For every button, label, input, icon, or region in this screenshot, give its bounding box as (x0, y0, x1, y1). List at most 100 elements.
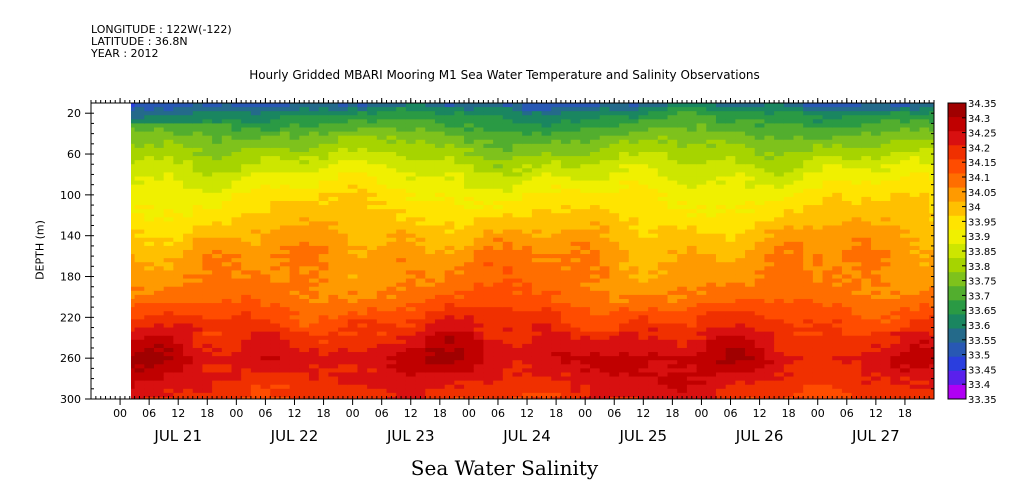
heatmap-cell (580, 168, 591, 173)
heatmap-cell (318, 368, 329, 374)
heatmap-cell (221, 119, 233, 125)
heatmap-cell (309, 127, 320, 133)
heatmap-cell (405, 127, 417, 133)
heatmap-cell (464, 119, 475, 125)
heatmap-cell (299, 356, 310, 361)
heatmap-cell (183, 388, 194, 394)
heatmap-cell (609, 262, 620, 267)
heatmap-cell (309, 298, 320, 304)
heatmap-cell (735, 111, 746, 116)
heatmap-cell (131, 188, 136, 194)
heatmap-cell (173, 331, 184, 337)
heatmap-cell (677, 237, 688, 243)
heatmap-cell (289, 315, 300, 320)
heatmap-cell (628, 127, 640, 133)
heatmap-cell (338, 298, 349, 304)
heatmap-cell (522, 335, 533, 341)
heatmap-cell (318, 274, 329, 280)
heatmap-cell (735, 307, 746, 312)
heatmap-cell (706, 164, 717, 169)
heatmap-cell (328, 298, 339, 304)
heatmap-cell (609, 258, 620, 263)
heatmap-cell (163, 229, 174, 235)
heatmap-cell (386, 123, 397, 129)
heatmap-cell (357, 282, 368, 288)
heatmap-cell (270, 392, 281, 398)
heatmap-cell (706, 327, 717, 333)
heatmap-cell (570, 229, 581, 235)
heatmap-cell (590, 151, 601, 157)
heatmap-cell (735, 143, 746, 149)
heatmap-cell (289, 303, 300, 308)
heatmap-cell (231, 392, 242, 398)
heatmap-cell (173, 290, 184, 296)
heatmap-cell (619, 205, 630, 210)
heatmap-cell (473, 168, 485, 173)
heatmap-cell (599, 376, 610, 382)
heatmap-cell (134, 241, 145, 247)
heatmap-cell (580, 196, 591, 202)
heatmap-cell (221, 209, 233, 214)
heatmap-cell (483, 331, 494, 337)
heatmap-cell (347, 356, 359, 361)
heatmap-cell (444, 356, 455, 361)
heatmap-cell (270, 258, 281, 263)
heatmap-cell (134, 131, 145, 137)
heatmap-cell (425, 303, 436, 308)
heatmap-cell (299, 286, 310, 292)
heatmap-cell (522, 115, 533, 120)
heatmap-cell (706, 307, 717, 312)
heatmap-cell (134, 339, 145, 345)
heatmap-cell (405, 372, 417, 378)
heatmap-cell (725, 254, 736, 259)
heatmap-cell (173, 249, 184, 255)
heatmap-cell (192, 258, 204, 263)
heatmap-cell (560, 123, 572, 129)
heatmap-cell (464, 388, 475, 394)
heatmap-cell (686, 188, 698, 194)
heatmap-cell (289, 352, 300, 357)
heatmap-cell (357, 270, 368, 276)
heatmap-cell (725, 111, 736, 116)
heatmap-cell (173, 356, 184, 361)
heatmap-cell (289, 160, 300, 165)
heatmap-cell (318, 172, 329, 178)
heatmap-cell (551, 111, 562, 116)
heatmap-cell (163, 123, 174, 129)
heatmap-cell (241, 372, 252, 378)
heatmap-cell (454, 339, 465, 345)
heatmap-cell (434, 368, 446, 374)
heatmap-cell (754, 323, 766, 329)
heatmap-cell (202, 286, 213, 292)
heatmap-cell (309, 278, 320, 284)
heatmap-cell (473, 360, 485, 365)
heatmap-cell (425, 127, 436, 133)
heatmap-cell (347, 196, 359, 202)
heatmap-cell (231, 258, 242, 263)
heatmap-cell (502, 123, 514, 129)
heatmap-cell (599, 192, 610, 198)
heatmap-cell (163, 143, 174, 149)
heatmap-cell (512, 209, 523, 214)
heatmap-cell (415, 233, 426, 239)
heatmap-cell (163, 115, 174, 120)
heatmap-cell (357, 209, 368, 214)
heatmap-cell (580, 151, 591, 157)
heatmap-cell (541, 131, 552, 137)
heatmap-cell (309, 151, 320, 157)
heatmap-cell (221, 188, 233, 194)
heatmap-cell (512, 254, 523, 259)
heatmap-cell (454, 249, 465, 255)
heatmap-cell (715, 274, 727, 280)
heatmap-cell (328, 372, 339, 378)
heatmap-cell (357, 254, 368, 259)
heatmap-cell (444, 221, 455, 227)
heatmap-cell (454, 188, 465, 194)
heatmap-cell (483, 119, 494, 125)
heatmap-cell (299, 131, 310, 137)
heatmap-cell (483, 245, 494, 251)
heatmap-cell (386, 254, 397, 259)
heatmap-cell (318, 229, 329, 235)
heatmap-cell (163, 339, 174, 345)
heatmap-cell (570, 156, 581, 161)
